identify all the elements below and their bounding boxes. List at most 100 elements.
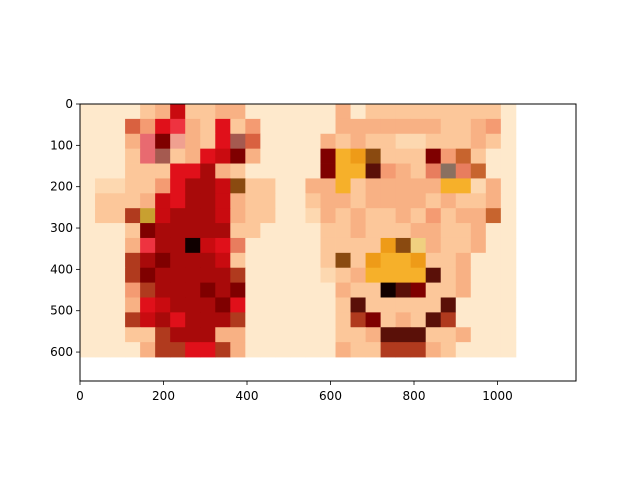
heatmap-cell: [410, 104, 427, 120]
heatmap-cell: [230, 252, 246, 269]
heatmap-cell: [365, 282, 382, 298]
heatmap-cell: [275, 223, 291, 239]
heatmap-cell: [95, 104, 111, 120]
heatmap-cell: [395, 133, 412, 150]
heatmap-cell: [380, 267, 397, 283]
heatmap-cell: [410, 297, 427, 313]
heatmap-cell: [155, 237, 171, 254]
heatmap-cell: [95, 252, 111, 269]
heatmap-cell: [455, 118, 472, 135]
x-tick-label: 800: [403, 389, 426, 403]
heatmap-cell: [470, 208, 487, 224]
heatmap-cell: [110, 237, 126, 254]
heatmap-cell: [215, 148, 231, 164]
heatmap-cell: [275, 237, 291, 254]
heatmap-cell: [500, 104, 517, 120]
heatmap-cell: [80, 252, 96, 269]
heatmap-cell: [485, 133, 502, 150]
heatmap-cell: [215, 282, 231, 298]
heatmap-cell: [305, 178, 321, 194]
x-tick-label: 400: [236, 389, 259, 403]
heatmap-cell: [110, 282, 126, 298]
heatmap-cell: [365, 342, 382, 358]
heatmap-cell: [440, 104, 457, 120]
heatmap-cell: [170, 118, 186, 135]
heatmap-cell: [230, 282, 246, 298]
heatmap-cell: [125, 133, 141, 150]
heatmap-cell: [200, 208, 216, 224]
heatmap-cell: [335, 193, 351, 209]
heatmap-cell: [245, 133, 261, 150]
heatmap-cell: [440, 312, 457, 328]
heatmap-cell: [215, 223, 231, 239]
heatmap-cell: [395, 193, 412, 209]
heatmap-cell: [260, 282, 276, 298]
heatmap-cell: [425, 223, 442, 239]
heatmap-cell: [185, 312, 201, 328]
heatmap-cell: [170, 342, 186, 358]
heatmap-cell: [425, 252, 442, 269]
heatmap-cell: [485, 312, 502, 328]
heatmap-cell: [125, 342, 141, 358]
heatmap-cell: [170, 327, 186, 343]
heatmap-cell: [80, 193, 96, 209]
heatmap-cell: [275, 133, 291, 150]
heatmap-cell: [80, 327, 96, 343]
heatmap-cell: [485, 148, 502, 164]
heatmap-cell: [140, 267, 156, 283]
heatmap-cell: [305, 297, 321, 313]
heatmap-cell: [410, 148, 427, 164]
heatmap-cell: [200, 282, 216, 298]
heatmap-cell: [395, 148, 412, 164]
heatmap-cell: [455, 133, 472, 150]
heatmap-cell: [80, 104, 96, 120]
y-tick-label: 500: [50, 304, 73, 318]
heatmap-cell: [170, 178, 186, 194]
heatmap-cells: [80, 104, 517, 358]
heatmap-cell: [470, 163, 487, 179]
heatmap-cell: [500, 252, 517, 269]
heatmap-cell: [455, 252, 472, 269]
heatmap-cell: [200, 148, 216, 164]
heatmap-cell: [245, 342, 261, 358]
heatmap-cell: [170, 237, 186, 254]
heatmap-cell: [365, 327, 382, 343]
heatmap-cell: [290, 193, 306, 209]
heatmap-cell: [410, 223, 427, 239]
heatmap-cell: [440, 282, 457, 298]
heatmap-cell: [470, 327, 487, 343]
heatmap-cell: [185, 282, 201, 298]
heatmap-cell: [425, 118, 442, 135]
heatmap-cell: [260, 327, 276, 343]
heatmap-cell: [245, 193, 261, 209]
heatmap-cell: [350, 282, 366, 298]
heatmap-cell: [125, 148, 141, 164]
heatmap-cell: [275, 312, 291, 328]
heatmap-cell: [350, 342, 366, 358]
heatmap-cell: [200, 104, 216, 120]
heatmap-cell: [305, 148, 321, 164]
heatmap-cell: [500, 327, 517, 343]
heatmap-cell: [245, 297, 261, 313]
heatmap-cell: [395, 223, 412, 239]
heatmap-cell: [305, 208, 321, 224]
heatmap-cell: [485, 327, 502, 343]
heatmap-cell: [170, 223, 186, 239]
heatmap-cell: [410, 237, 427, 254]
heatmap-cell: [365, 237, 382, 254]
heatmap-cell: [185, 297, 201, 313]
heatmap-cell: [80, 118, 96, 135]
heatmap-cell: [395, 312, 412, 328]
heatmap-cell: [140, 297, 156, 313]
heatmap-cell: [470, 133, 487, 150]
heatmap-cell: [500, 208, 517, 224]
heatmap-cell: [500, 148, 517, 164]
heatmap-cell: [185, 237, 201, 254]
heatmap-cell: [320, 252, 336, 269]
heatmap-cell: [470, 237, 487, 254]
heatmap-cell: [125, 208, 141, 224]
heatmap-cell: [200, 237, 216, 254]
heatmap-cell: [155, 118, 171, 135]
heatmap-cell: [185, 267, 201, 283]
heatmap-cell: [110, 297, 126, 313]
